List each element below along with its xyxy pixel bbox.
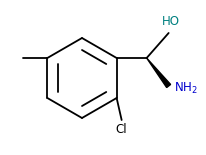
Polygon shape — [147, 58, 171, 88]
Text: NH$_2$: NH$_2$ — [174, 80, 198, 95]
Text: Cl: Cl — [116, 123, 128, 136]
Text: HO: HO — [162, 15, 180, 28]
